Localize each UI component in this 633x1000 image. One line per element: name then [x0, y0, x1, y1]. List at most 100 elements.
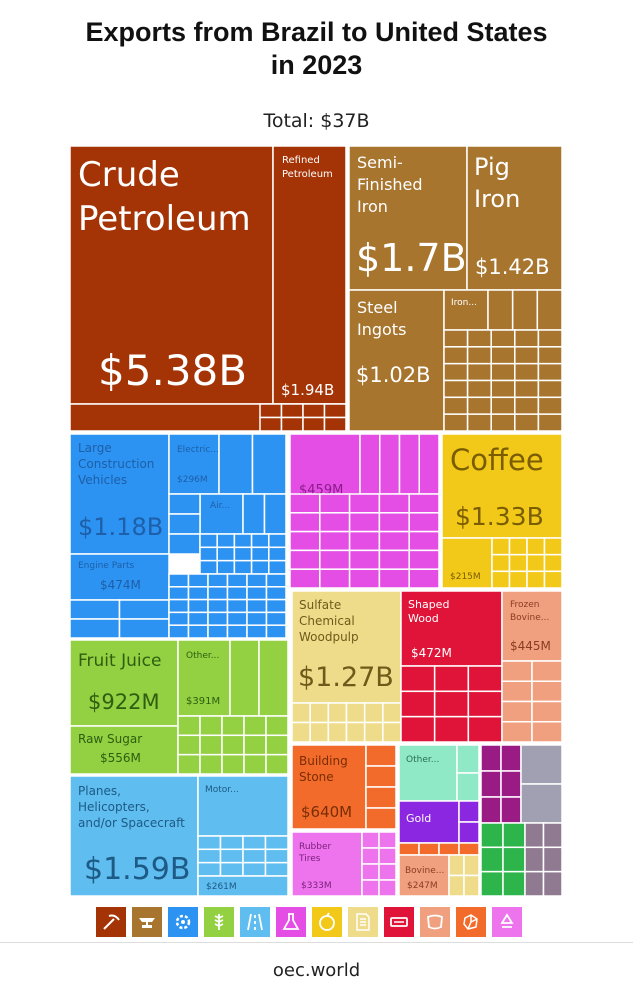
food-small-b-tile[interactable]	[243, 715, 267, 737]
instruments-small-tile[interactable]	[456, 772, 480, 802]
wood-small-tile[interactable]	[400, 665, 436, 693]
misc-b-tile[interactable]	[520, 744, 563, 785]
chemical-lower-tile[interactable]	[378, 530, 410, 552]
paper-small-tile[interactable]	[327, 702, 348, 724]
animal-small-tile[interactable]	[501, 680, 533, 703]
metals-small-b-tile[interactable]	[514, 329, 540, 348]
misc-filler-tile[interactable]	[398, 842, 420, 856]
metals-small-a-tile[interactable]	[487, 289, 514, 331]
food-small-b-tile[interactable]	[243, 753, 267, 775]
chemical-lower-tile[interactable]	[348, 549, 381, 570]
machinery-small-b-tile[interactable]	[250, 533, 270, 549]
tile-motor[interactable]	[197, 775, 289, 837]
misc-c-tile[interactable]	[502, 846, 526, 873]
machinery-small-b-tile[interactable]	[199, 533, 218, 549]
mineral-small-b-tile[interactable]	[280, 403, 304, 419]
plastics-small-tile[interactable]	[361, 847, 380, 865]
machinery-small-b-tile[interactable]	[268, 546, 287, 562]
metals-small-b-tile[interactable]	[490, 413, 516, 432]
mineral-small-b-tile[interactable]	[259, 403, 283, 419]
food-small-b-tile[interactable]	[221, 715, 245, 737]
wood-small-tile[interactable]	[400, 690, 436, 718]
chemical-lower-tile[interactable]	[289, 568, 321, 589]
veg-small-tile[interactable]	[543, 553, 563, 573]
chemical-lower-tile[interactable]	[319, 530, 351, 552]
misc-d-tile[interactable]	[524, 846, 545, 873]
misc-a-tile[interactable]	[500, 796, 522, 824]
wood-small-tile[interactable]	[433, 665, 470, 693]
metals-small-b-tile[interactable]	[490, 379, 516, 399]
machinery-small-d-tile[interactable]	[168, 624, 190, 639]
metals-small-b-tile[interactable]	[466, 362, 492, 382]
animal-small-tile[interactable]	[531, 680, 563, 703]
machinery-small-d-tile[interactable]	[207, 586, 229, 601]
metals-small-b-tile[interactable]	[443, 396, 469, 415]
food-small-b-tile[interactable]	[177, 734, 201, 756]
machinery-small-d-tile[interactable]	[246, 598, 268, 614]
chemical-lower-tile[interactable]	[408, 549, 440, 570]
legend-machines[interactable]	[168, 907, 198, 937]
metals-small-b-tile[interactable]	[537, 379, 563, 399]
food-small-b-tile[interactable]	[221, 753, 245, 775]
mineral-small-b-tile[interactable]	[302, 403, 326, 419]
metals-small-b-tile[interactable]	[490, 362, 516, 382]
machinery-small-b-tile[interactable]	[233, 559, 253, 575]
tile-shaped-wood[interactable]	[400, 590, 503, 667]
chemical-lower-tile[interactable]	[348, 568, 381, 589]
veg-small-tile[interactable]	[491, 553, 511, 573]
metals-small-b-tile[interactable]	[466, 396, 492, 415]
veg-small-tile[interactable]	[526, 553, 546, 573]
chemical-lower-tile[interactable]	[378, 512, 410, 533]
chemical-right-tile[interactable]	[418, 433, 440, 495]
food-small-a-tile[interactable]	[258, 639, 289, 717]
paper-low-tile[interactable]	[463, 854, 480, 877]
tile-transport-low[interactable]	[197, 875, 289, 897]
misc-a-tile[interactable]	[500, 770, 522, 798]
tile-electric[interactable]	[168, 433, 220, 495]
metals-small-b-tile[interactable]	[490, 329, 516, 348]
legend-vegetable-products[interactable]	[204, 907, 234, 937]
transport-small-tile[interactable]	[264, 835, 289, 851]
misc-c-tile[interactable]	[502, 870, 526, 897]
mineral-small-b-tile[interactable]	[323, 416, 347, 432]
metals-small-b-tile[interactable]	[443, 362, 469, 382]
animal-small-tile[interactable]	[501, 721, 533, 743]
food-small-b-tile[interactable]	[177, 715, 201, 737]
legend-animal-hides[interactable]	[420, 907, 450, 937]
machinery-small-d-tile[interactable]	[226, 611, 248, 626]
tile-other-food[interactable]	[177, 639, 231, 717]
animal-small-tile[interactable]	[501, 700, 533, 723]
legend-stone-and-glass[interactable]	[456, 907, 486, 937]
chemical-lower-tile[interactable]	[378, 493, 410, 514]
machinery-small-d-tile[interactable]	[168, 611, 190, 626]
chemical-lower-tile[interactable]	[319, 493, 351, 514]
machinery-small-d-tile[interactable]	[168, 598, 190, 614]
machinery-small-b-tile[interactable]	[233, 533, 253, 549]
veg-small-tile[interactable]	[508, 570, 528, 589]
chemical-lower-tile[interactable]	[289, 493, 321, 514]
transport-small-tile[interactable]	[197, 848, 222, 864]
machinery-small-d-tile[interactable]	[187, 624, 209, 639]
tile-fruit-juice[interactable]	[69, 639, 179, 727]
metals-small-b-tile[interactable]	[466, 329, 492, 348]
machinery-small-c-tile[interactable]	[69, 599, 121, 620]
machinery-small-d-tile[interactable]	[226, 586, 248, 601]
misc-a-tile[interactable]	[480, 796, 502, 824]
misc-c-tile[interactable]	[480, 870, 504, 897]
machinery-small-c-tile[interactable]	[118, 618, 170, 639]
transport-small-tile[interactable]	[242, 848, 267, 864]
tile-air[interactable]	[199, 493, 244, 535]
transport-small-tile[interactable]	[197, 835, 222, 851]
metals-small-b-tile[interactable]	[514, 379, 540, 399]
food-small-b-tile[interactable]	[221, 734, 245, 756]
veg-small-tile[interactable]	[508, 537, 528, 556]
stone-small-tile[interactable]	[365, 807, 397, 830]
machinery-small-b-tile[interactable]	[199, 546, 218, 562]
food-small-a-tile[interactable]	[229, 639, 260, 717]
legend-wood-products[interactable]	[384, 907, 414, 937]
paper-small-tile[interactable]	[327, 721, 348, 743]
machinery-mid-tile[interactable]	[263, 493, 287, 535]
legend-foodstuffs[interactable]	[312, 907, 342, 937]
machinery-small-d-tile[interactable]	[246, 624, 268, 639]
chemical-lower-tile[interactable]	[348, 512, 381, 533]
